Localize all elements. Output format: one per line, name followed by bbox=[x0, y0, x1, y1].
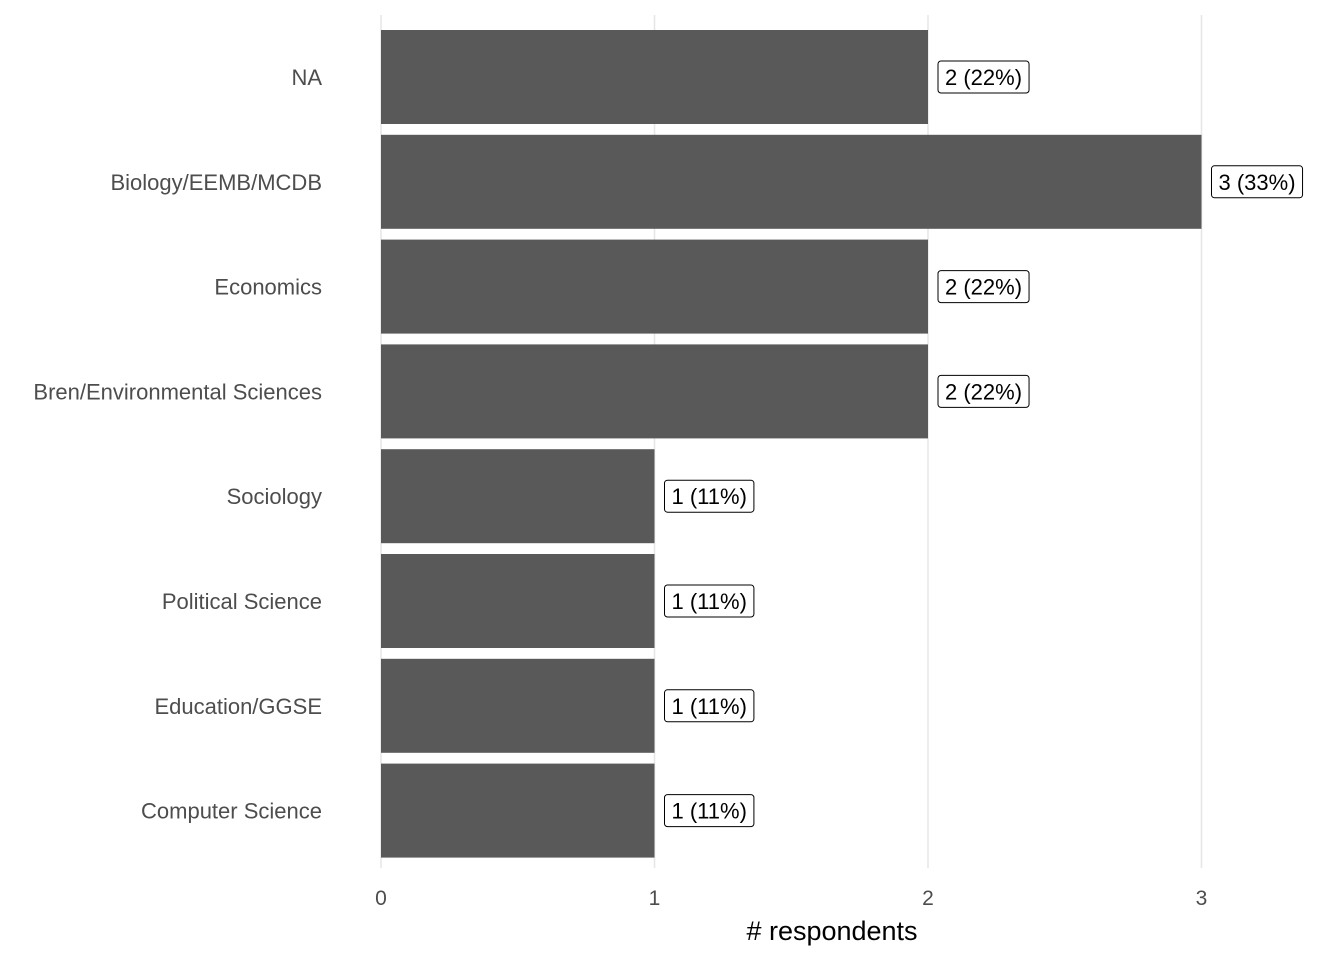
data-label: 3 (33%) bbox=[1211, 165, 1304, 199]
data-label: 2 (22%) bbox=[937, 374, 1030, 408]
bar-4 bbox=[381, 449, 655, 544]
x-tick-label: 3 bbox=[1196, 887, 1208, 910]
data-label: 1 (11%) bbox=[664, 479, 755, 513]
bar-0 bbox=[381, 30, 928, 124]
bar-layer bbox=[381, 30, 1202, 858]
data-label-box bbox=[664, 584, 755, 618]
x-tick-label: 2 bbox=[922, 887, 934, 910]
x-tick-label: 0 bbox=[375, 887, 387, 910]
bar-5 bbox=[381, 554, 655, 648]
data-label-text: 1 (11%) bbox=[672, 589, 747, 614]
bar-7 bbox=[381, 763, 655, 858]
category-label: NA bbox=[291, 65, 322, 90]
data-label-layer: 2 (22%) 3 (33%) 2 (22%) 2 (22%) 1 (11%) 1 (11… bbox=[664, 60, 1304, 828]
data-label-text: 3 (33%) bbox=[1219, 170, 1296, 195]
category-axis: NA Biology/EEMB/MCDB Economics Bren/Environ… bbox=[33, 65, 322, 824]
data-label-box bbox=[1211, 165, 1304, 199]
x-axis-ticks: 0 1 2 3 bbox=[375, 887, 1207, 910]
data-label-box bbox=[937, 374, 1030, 408]
data-label-box bbox=[664, 689, 755, 723]
data-label-text: 2 (22%) bbox=[945, 65, 1022, 90]
category-label: Education/GGSE bbox=[154, 694, 322, 719]
data-label-text: 2 (22%) bbox=[945, 379, 1022, 404]
data-label-text: 1 (11%) bbox=[672, 694, 747, 719]
data-label-box bbox=[664, 794, 755, 828]
data-label-text: 2 (22%) bbox=[945, 275, 1022, 300]
data-label-text: 1 (11%) bbox=[672, 484, 747, 509]
category-label: Economics bbox=[214, 275, 322, 300]
data-label: 1 (11%) bbox=[664, 584, 755, 618]
data-label-box bbox=[937, 270, 1030, 304]
category-label: Biology/EEMB/MCDB bbox=[110, 170, 322, 195]
category-label: Computer Science bbox=[141, 799, 322, 824]
data-label-box bbox=[664, 479, 755, 513]
category-label: Sociology bbox=[227, 484, 322, 509]
data-label: 2 (22%) bbox=[937, 270, 1030, 304]
bar-6 bbox=[381, 658, 655, 753]
bar-3 bbox=[381, 344, 928, 439]
data-label: 1 (11%) bbox=[664, 794, 755, 828]
data-label-box bbox=[937, 60, 1030, 94]
data-label-text: 1 (11%) bbox=[672, 799, 747, 824]
category-label: Political Science bbox=[162, 589, 322, 614]
data-label: 2 (22%) bbox=[937, 60, 1030, 94]
bar-1 bbox=[381, 134, 1202, 229]
x-tick-label: 1 bbox=[649, 887, 661, 910]
category-label: Bren/Environmental Sciences bbox=[33, 379, 322, 404]
bar-2 bbox=[381, 239, 928, 334]
data-label: 1 (11%) bbox=[664, 689, 755, 723]
x-axis-title: # respondents bbox=[746, 916, 917, 946]
